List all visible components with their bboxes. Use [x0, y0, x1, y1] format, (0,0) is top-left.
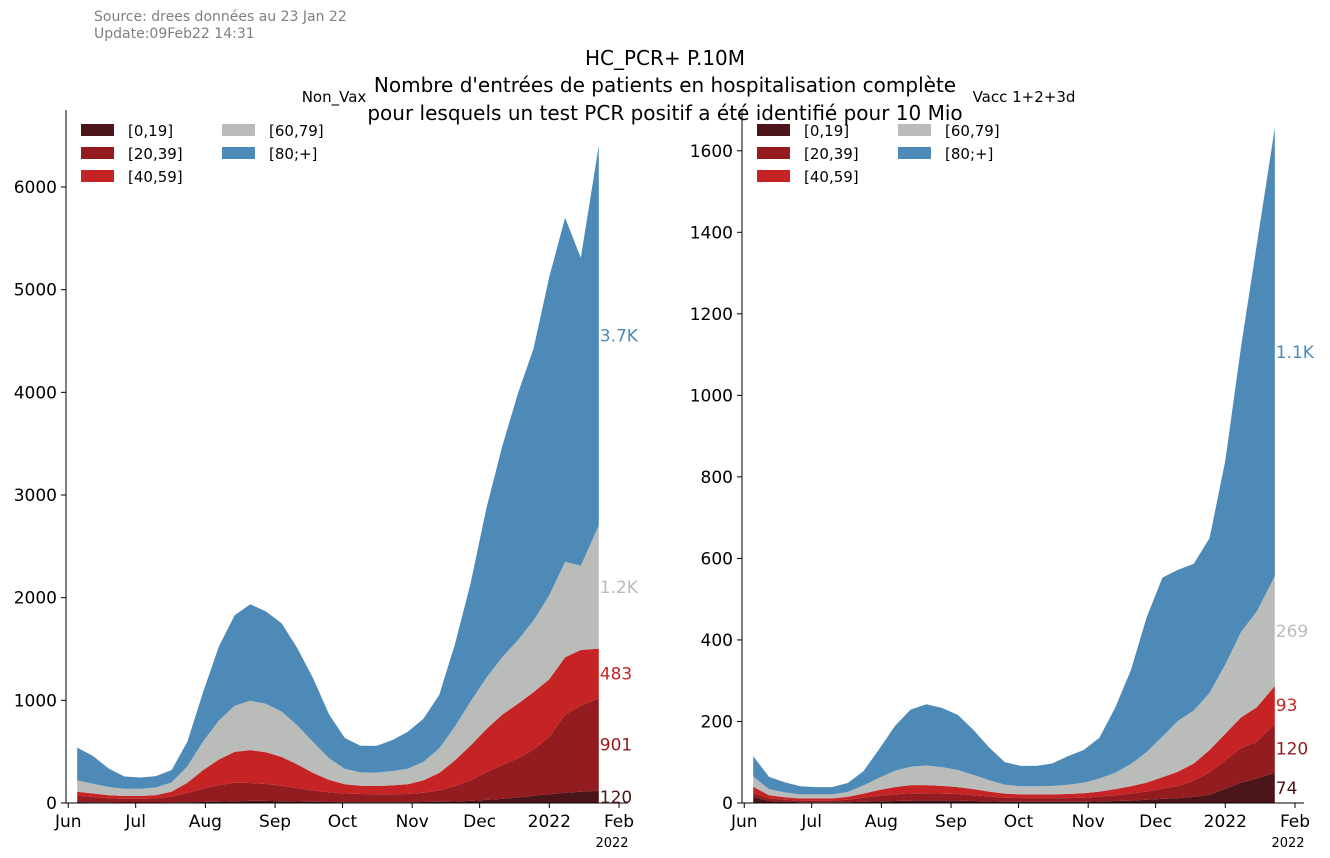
panel2-legend-label: [60,79] — [945, 122, 1000, 140]
panel2-legend-swatch — [757, 147, 790, 159]
panel2-x-tick-label: Feb — [1280, 812, 1310, 832]
source-note: Source: drees données au 23 Jan 22 — [94, 9, 347, 25]
panel2-legend-label: [20,39] — [804, 145, 859, 163]
panel1-y-tick-label: 1000 — [14, 691, 57, 711]
panel2-title: Vacc 1+2+3d — [973, 88, 1076, 106]
panel1-legend-swatch — [222, 124, 255, 136]
panel1-end-label: 901 — [600, 735, 632, 755]
figure-title-line1: HC_PCR+ P.10M — [584, 46, 746, 70]
panel1-x-tick-label: Sep — [259, 812, 291, 832]
panel2-legend-swatch — [898, 147, 931, 159]
panel2-y-tick-label: 800 — [701, 468, 733, 488]
panel2-end-label: 74 — [1276, 779, 1298, 799]
panel2-y-tick-label: 1600 — [690, 142, 733, 162]
panel2-y-tick-label: 1200 — [690, 305, 733, 325]
panel2-x-tick-label: 2022 — [1204, 812, 1247, 832]
panel2-end-label: 1.1K — [1276, 343, 1315, 363]
panel2-legend-label: [80;+] — [945, 145, 993, 163]
panel1-legend-swatch — [222, 147, 255, 159]
panel1-legend-label: [60,79] — [269, 122, 324, 140]
panel2-y-tick-label: 200 — [701, 712, 733, 732]
panel1-x-tick-label: Dec — [463, 812, 496, 832]
panel2-y-tick-label: 0 — [722, 794, 733, 814]
panel2-x-tick-label: Sep — [935, 812, 967, 832]
panel1-title: Non_Vax — [302, 88, 367, 107]
panel1-x-tick-label: Aug — [189, 812, 222, 832]
panel1-area-4059 — [77, 648, 599, 799]
panel2-area-019 — [753, 772, 1275, 803]
panel2-x-tick-label: Aug — [865, 812, 898, 832]
panel1-legend-label: [40,59] — [128, 168, 183, 186]
panel1-end-label: 3.7K — [600, 326, 639, 346]
panel1-area-019 — [77, 790, 599, 803]
panel2-y-tick-label: 1400 — [690, 223, 733, 243]
panel2-end-label: 269 — [1276, 622, 1308, 642]
figure-title-line3: pour lesquels un test PCR positif a été … — [367, 101, 963, 125]
panel2-x-tick-label: Nov — [1072, 812, 1105, 832]
panel2-x-tick-label: Jun — [730, 812, 758, 832]
panel1-legend-swatch — [81, 147, 114, 159]
panel2-x-offset-label: 2022 — [1271, 836, 1304, 851]
panel2-y-tick-label: 600 — [701, 549, 733, 569]
panel2-end-label: 93 — [1276, 696, 1298, 716]
panel1-x-tick-label: Feb — [604, 812, 634, 832]
panel2-x-tick-label: Dec — [1139, 812, 1172, 832]
panel1-legend-swatch — [81, 170, 114, 182]
panel2-y-tick-label: 400 — [701, 631, 733, 651]
panel1-area-80+ — [77, 145, 599, 789]
panel2-y-tick-label: 1000 — [690, 386, 733, 406]
panel2-legend-swatch — [757, 170, 790, 182]
panel1-legend-label: [80;+] — [269, 145, 317, 163]
panel1-x-tick-label: Oct — [328, 812, 358, 832]
panel2-legend-swatch — [757, 124, 790, 136]
panel1-y-tick-label: 5000 — [14, 281, 57, 301]
panel1-area-2039 — [77, 698, 599, 803]
panel1-y-tick-label: 4000 — [14, 383, 57, 403]
panel2-legend-label: [40,59] — [804, 168, 859, 186]
panel2-x-tick-label: Oct — [1004, 812, 1034, 832]
panel2-legend-label: [0,19] — [804, 122, 849, 140]
panel1-legend-label: [0,19] — [128, 122, 173, 140]
panel1-x-tick-label: Jun — [54, 812, 82, 832]
panel1-end-label: 1.2K — [600, 578, 639, 598]
panel1-area-6079 — [77, 525, 599, 796]
panel1-y-tick-label: 0 — [46, 794, 57, 814]
panel1-y-tick-label: 3000 — [14, 486, 57, 506]
panel1-legend-label: [20,39] — [128, 145, 183, 163]
panel2-area-80+ — [753, 127, 1275, 795]
panel2-end-label: 120 — [1276, 739, 1308, 759]
panel1-legend-swatch — [81, 124, 114, 136]
panel2-legend-swatch — [898, 124, 931, 136]
figure-title-line2: Nombre d'entrées de patients en hospital… — [373, 73, 957, 97]
panel1-y-tick-label: 6000 — [14, 178, 57, 198]
panel1-end-label: 483 — [600, 664, 632, 684]
panel1-y-tick-label: 2000 — [14, 589, 57, 609]
panel1-x-tick-label: 2022 — [528, 812, 571, 832]
panel1-x-tick-label: Nov — [396, 812, 429, 832]
panel2-x-tick-label: Jul — [800, 812, 822, 832]
panel1-x-offset-label: 2022 — [595, 836, 628, 851]
panel1-end-label: 120 — [600, 788, 632, 808]
panel1-x-tick-label: Jul — [124, 812, 146, 832]
update-note: Update:09Feb22 14:31 — [94, 26, 255, 42]
